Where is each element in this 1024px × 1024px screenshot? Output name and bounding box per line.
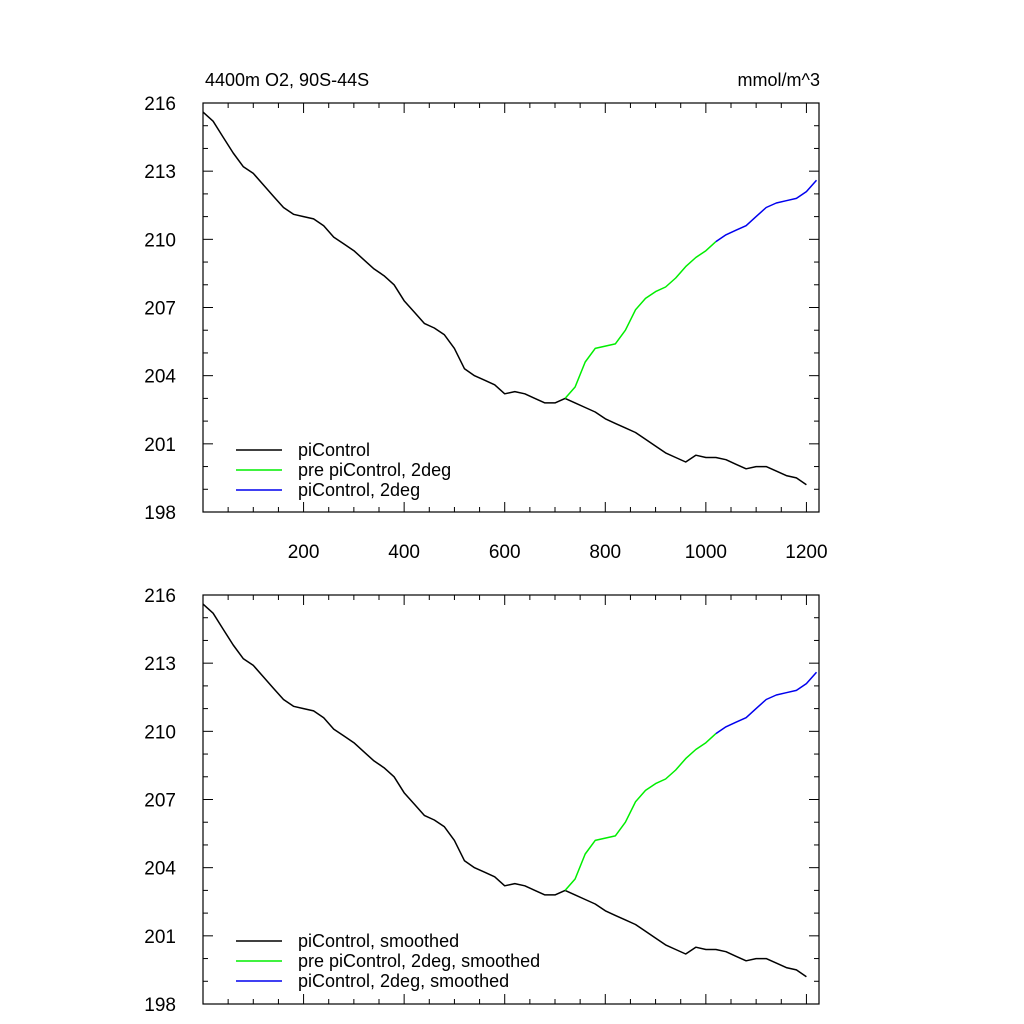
plot-frame (202, 594, 820, 1005)
y-tick-label: 213 (144, 654, 176, 675)
legend-label: piControl (298, 440, 370, 460)
y-tick-label: 201 (144, 927, 176, 948)
y-tick-label: 207 (144, 299, 176, 320)
y-tick-label: 198 (144, 503, 176, 524)
top-panel: 4400m O2, 90S-44S mmol/m^3 198 201 204 207 2… (144, 70, 827, 563)
x-tick-label: 600 (489, 542, 521, 563)
y-tick-label: 201 (144, 435, 176, 456)
legend-label: pre piControl, 2deg (298, 460, 451, 480)
series-line (564, 733, 717, 891)
series-layer (202, 603, 818, 978)
x-tick-label: 400 (388, 542, 420, 563)
bottom-panel: 198 201 204 207 210 213 216 piControl, smoothe… (144, 586, 820, 1016)
x-tick-label: 200 (288, 542, 320, 563)
x-tick-label: 1200 (785, 542, 827, 563)
tick-layer: 198 201 204 207 210 213 216 200 400 600 800 1000 120… (144, 94, 827, 563)
legend-label: piControl, smoothed (298, 931, 459, 951)
y-tick-label: 216 (144, 94, 176, 115)
legend-label: piControl, 2deg (298, 480, 420, 500)
y-tick-label: 213 (144, 162, 176, 183)
legend-entry: pre piControl, 2deg, smoothed (236, 951, 540, 971)
chart-title: 4400m O2, 90S-44S (205, 70, 369, 90)
series-line (715, 671, 818, 735)
series-line (715, 179, 818, 243)
legend-entry: pre piControl, 2deg (236, 460, 451, 480)
tick-layer: 198 201 204 207 210 213 216 (144, 586, 819, 1016)
legend-entry: piControl, 2deg, smoothed (236, 971, 509, 991)
legend-entry: piControl, 2deg (236, 480, 420, 500)
legend-label: pre piControl, 2deg, smoothed (298, 951, 540, 971)
y-tick-label: 204 (144, 859, 176, 880)
x-tick-label: 800 (589, 542, 621, 563)
series-line (564, 241, 717, 399)
series-line (202, 603, 807, 978)
y-tick-label: 210 (144, 722, 176, 743)
y-tick-label: 198 (144, 995, 176, 1016)
legend: piControl, smoothed pre piControl, 2deg,… (236, 931, 540, 991)
series-line (202, 111, 807, 486)
units-label: mmol/m^3 (738, 70, 820, 90)
x-tick-label: 1000 (685, 542, 727, 563)
y-tick-label: 204 (144, 367, 176, 388)
y-tick-label: 210 (144, 230, 176, 251)
plot-frame (202, 102, 820, 513)
legend-label: piControl, 2deg, smoothed (298, 971, 509, 991)
legend-entry: piControl, smoothed (236, 931, 459, 951)
y-tick-label: 216 (144, 586, 176, 607)
y-tick-label: 207 (144, 791, 176, 812)
legend: piControl pre piControl, 2deg piControl,… (236, 440, 451, 500)
legend-entry: piControl (236, 440, 370, 460)
series-layer (202, 111, 818, 486)
